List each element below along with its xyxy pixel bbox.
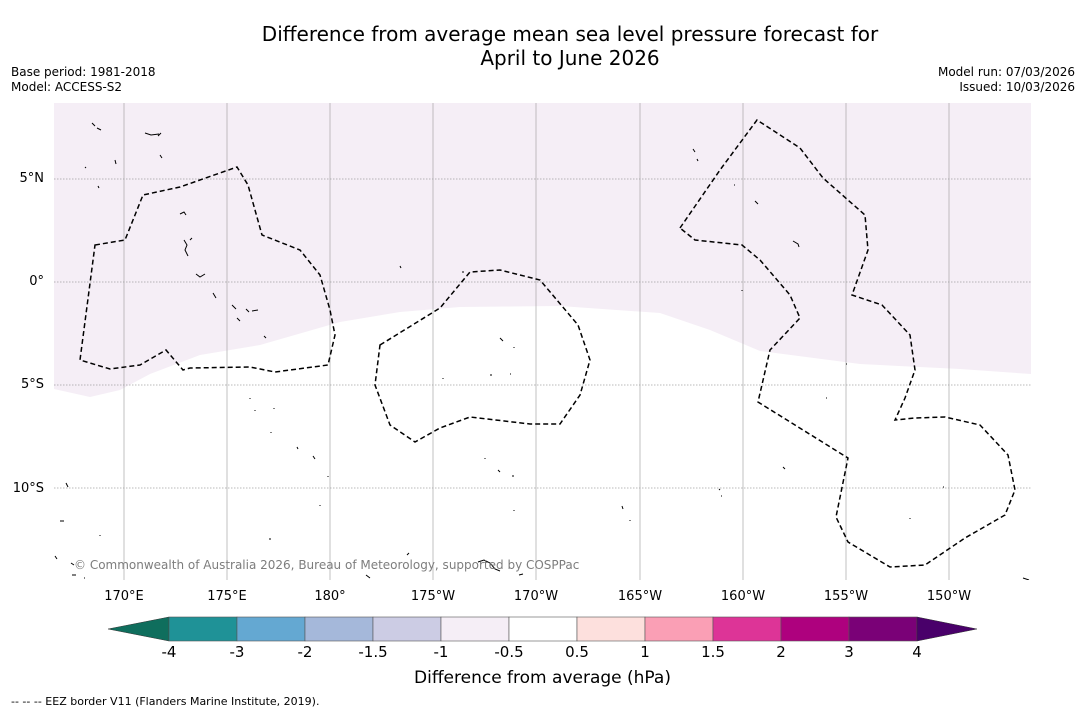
lon-label-175w: 175°W [410, 589, 456, 604]
lat-label-0: 0° [29, 274, 44, 289]
lon-label-175e: 175°E [207, 589, 247, 604]
colorbar-bin [576, 616, 646, 642]
colorbar-under-arrow [107, 616, 170, 642]
lat-label-5n: 5°N [19, 171, 45, 186]
lon-label-155w: 155°W [823, 589, 869, 604]
model-run: Model run: 07/03/2026 [937, 65, 1075, 79]
colorbar-bin [372, 616, 442, 642]
colorbar-tick-label: -4 [161, 643, 177, 661]
colorbar-bin [780, 616, 850, 642]
eez-borders [79, 118, 1016, 568]
colorbar-tick-label: 1.5 [701, 643, 725, 661]
colorbar-title: Difference from average (hPa) [414, 668, 671, 688]
colorbar-tick-label: 0.5 [565, 643, 589, 661]
eez-border-west [79, 166, 336, 373]
colorbar-tick-label: 3 [844, 643, 854, 661]
lon-label-150w: 150°W [926, 589, 972, 604]
colorbar-bin [848, 616, 918, 642]
eez-footnote: -- -- -- EEZ border V11 (Flanders Marine… [11, 695, 320, 708]
colorbar-tick-label: -1.5 [358, 643, 388, 661]
colorbar-tick-label: -0.5 [494, 643, 524, 661]
lat-label-5s: 5°S [20, 377, 44, 392]
colorbar-bin [440, 616, 510, 642]
title-line-2: April to June 2026 [480, 46, 660, 70]
lon-label-165w: 165°W [617, 589, 663, 604]
colorbar-tick-label: 2 [776, 643, 786, 661]
colorbar-tick-label: -2 [297, 643, 313, 661]
lon-label-160w: 160°W [720, 589, 766, 604]
eez-border-center [374, 269, 591, 443]
colorbar-tick-label: -3 [229, 643, 245, 661]
lon-label-170w: 170°W [513, 589, 559, 604]
issued-date: Issued: 10/03/2026 [959, 80, 1075, 94]
colorbar-bin [236, 616, 306, 642]
colorbar-tick-label: -1 [433, 643, 449, 661]
colorbar-bin [644, 616, 714, 642]
metadata-left: Base period: 1981-2018 Model: ACCESS-S2 [11, 65, 156, 95]
colorbar-over-arrow [916, 616, 978, 642]
colorbar-bin [712, 616, 782, 642]
gridlines [54, 178, 1031, 489]
islands [54, 122, 1030, 580]
anomaly-region [54, 103, 1031, 397]
lat-label-10s: 10°S [12, 481, 44, 496]
colorbar-bin [168, 616, 238, 642]
title-line-1: Difference from average mean sea level p… [261, 22, 879, 46]
eez-border-northeast [678, 118, 1016, 568]
copyright-notice: © Commonwealth of Australia 2026, Bureau… [74, 558, 580, 572]
metadata-right: Model run: 07/03/2026 Issued: 10/03/2026 [938, 65, 1075, 95]
model-name: Model: ACCESS-S2 [11, 80, 123, 94]
lon-label-170e: 170°E [104, 589, 144, 604]
lon-label-180: 180° [314, 589, 346, 604]
base-period: Base period: 1981-2018 [11, 65, 156, 79]
colorbar-tick-label: 4 [912, 643, 922, 661]
colorbar-bin [508, 616, 578, 642]
map-title: Difference from average mean sea level p… [0, 22, 1085, 70]
colorbar-bin [304, 616, 374, 642]
colorbar-tick-label: 1 [640, 643, 650, 661]
